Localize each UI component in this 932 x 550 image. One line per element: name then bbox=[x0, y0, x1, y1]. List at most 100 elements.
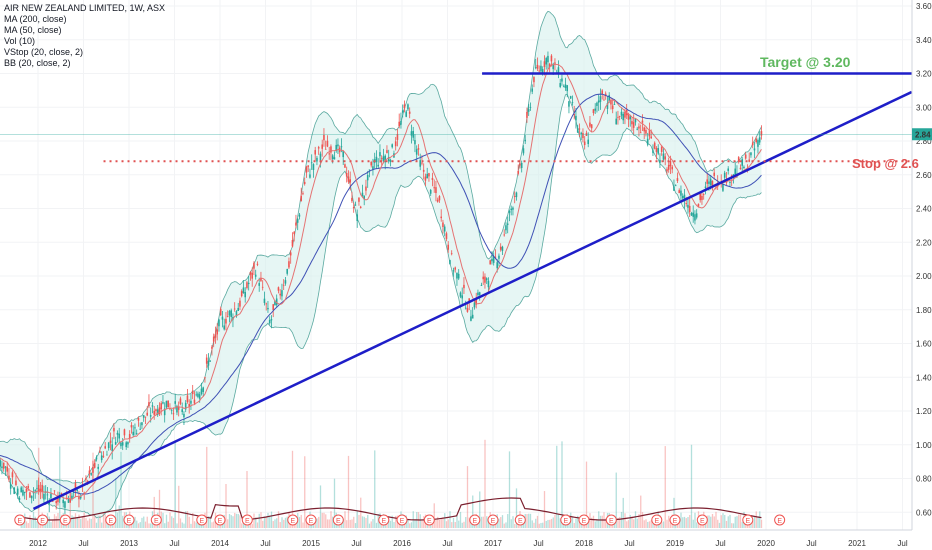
volume-bar bbox=[354, 523, 357, 528]
ma200-line bbox=[0, 93, 762, 495]
y-tick-label: 3.40 bbox=[916, 36, 932, 45]
candle-body bbox=[184, 402, 187, 410]
candle-body bbox=[545, 58, 547, 65]
candle-body bbox=[442, 222, 444, 227]
candle-body bbox=[183, 413, 185, 418]
volume-bar bbox=[71, 515, 73, 528]
volume-bar bbox=[349, 519, 351, 528]
volume-bar bbox=[552, 517, 554, 528]
y-tick-label: 3.20 bbox=[916, 70, 932, 79]
y-tick-label: 1.60 bbox=[916, 340, 932, 349]
candle-body bbox=[457, 273, 460, 279]
earnings-icon bbox=[396, 514, 408, 526]
legend-item-bb[interactable]: BB (20, close, 2) bbox=[4, 58, 71, 68]
volume-bar bbox=[206, 446, 208, 528]
candle-body bbox=[317, 147, 320, 149]
volume-bar bbox=[230, 515, 232, 528]
candle-body bbox=[666, 169, 668, 172]
candle-body bbox=[177, 406, 180, 410]
volume-bar bbox=[34, 516, 36, 528]
candle-body bbox=[55, 501, 57, 504]
candle-body bbox=[314, 150, 316, 155]
candle-body bbox=[405, 111, 407, 117]
candle-body bbox=[354, 204, 357, 206]
candle-body bbox=[673, 186, 675, 191]
earnings-icon bbox=[651, 514, 663, 526]
candle-body bbox=[610, 100, 612, 105]
volume-bar bbox=[253, 513, 255, 528]
indicator-legend[interactable]: AIR NEW ZEALAND LIMITED, 1W, ASX MA (200… bbox=[4, 3, 165, 69]
volume-bar bbox=[752, 520, 754, 528]
legend-item-vstop[interactable]: VStop (20, close, 2) bbox=[4, 47, 84, 57]
candle-body bbox=[71, 495, 73, 499]
volume-bar bbox=[85, 518, 87, 528]
volume-bar bbox=[528, 513, 530, 528]
volume-bar bbox=[97, 517, 99, 528]
ma50-line bbox=[0, 63, 762, 500]
candle-body bbox=[461, 295, 463, 299]
candle-body bbox=[414, 140, 416, 145]
candle-body bbox=[279, 293, 281, 296]
candle-body bbox=[291, 240, 294, 247]
candle-body bbox=[494, 256, 497, 258]
candle-body bbox=[116, 432, 119, 435]
earnings-icon bbox=[423, 514, 435, 526]
earnings-icon bbox=[378, 514, 390, 526]
candle-body bbox=[15, 480, 17, 486]
candle-body bbox=[347, 176, 350, 182]
candle-body bbox=[697, 203, 700, 207]
earnings-icon-letter: E bbox=[245, 518, 250, 525]
candle-body bbox=[358, 197, 360, 202]
volume-bar bbox=[132, 521, 134, 528]
candle-body bbox=[193, 399, 196, 404]
candle-body bbox=[552, 63, 554, 70]
candle-body bbox=[247, 282, 250, 285]
legend-item-vol[interactable]: Vol (10) bbox=[4, 36, 36, 46]
candle-body bbox=[578, 128, 581, 130]
legend-item-ma50[interactable]: MA (50, close) bbox=[4, 25, 62, 35]
moving-averages bbox=[0, 63, 762, 500]
volume-bar bbox=[153, 496, 155, 528]
candle-body bbox=[349, 179, 351, 183]
candle-body bbox=[39, 488, 42, 492]
volume-bar bbox=[165, 514, 168, 528]
candle-body bbox=[253, 262, 255, 269]
volume-bar bbox=[498, 518, 500, 528]
volume-bar bbox=[305, 521, 308, 528]
candle-body bbox=[580, 132, 582, 134]
volume-bar bbox=[370, 521, 372, 528]
candle-body bbox=[235, 311, 238, 317]
legend-item-ma200[interactable]: MA (200, close) bbox=[4, 14, 67, 24]
candle-body bbox=[694, 214, 696, 221]
candle-body bbox=[125, 442, 127, 448]
earnings-icon-letter: E bbox=[654, 518, 659, 525]
earnings-icon bbox=[487, 514, 499, 526]
candle-body bbox=[755, 138, 757, 142]
candle-body bbox=[302, 193, 304, 195]
price-axis[interactable]: 3.60 3.40 3.20 3.00 2.80 2.60 2.40 2.20 2.00 1.80… bbox=[911, 0, 932, 530]
volume-bar bbox=[183, 523, 185, 528]
candle-body bbox=[566, 85, 568, 92]
volume-bar bbox=[594, 521, 596, 528]
candle-body bbox=[372, 166, 374, 170]
time-axis[interactable]: 2012 Jul 2013 Jul 2014 Jul 2015 Jul 2016 Jul 2017 J… bbox=[0, 529, 912, 548]
volume-bar bbox=[374, 450, 376, 528]
x-tick-label: Jul bbox=[78, 539, 88, 548]
candle-body bbox=[76, 489, 78, 491]
volume-bar bbox=[640, 495, 642, 528]
candle-body bbox=[540, 65, 542, 72]
candle-body bbox=[202, 387, 204, 392]
candle-body bbox=[263, 298, 266, 303]
volume-bar bbox=[55, 516, 57, 528]
candle-body bbox=[41, 484, 43, 492]
candle-body bbox=[522, 148, 525, 154]
volume-bar bbox=[755, 511, 757, 528]
candle-body bbox=[167, 400, 169, 408]
candle-body bbox=[464, 307, 467, 309]
candle-body bbox=[617, 116, 619, 118]
candle-body bbox=[470, 316, 472, 321]
volume-bar bbox=[279, 522, 281, 528]
candle-body bbox=[186, 395, 189, 402]
x-tick-label: 2020 bbox=[757, 539, 775, 548]
volume-bar bbox=[722, 513, 724, 528]
